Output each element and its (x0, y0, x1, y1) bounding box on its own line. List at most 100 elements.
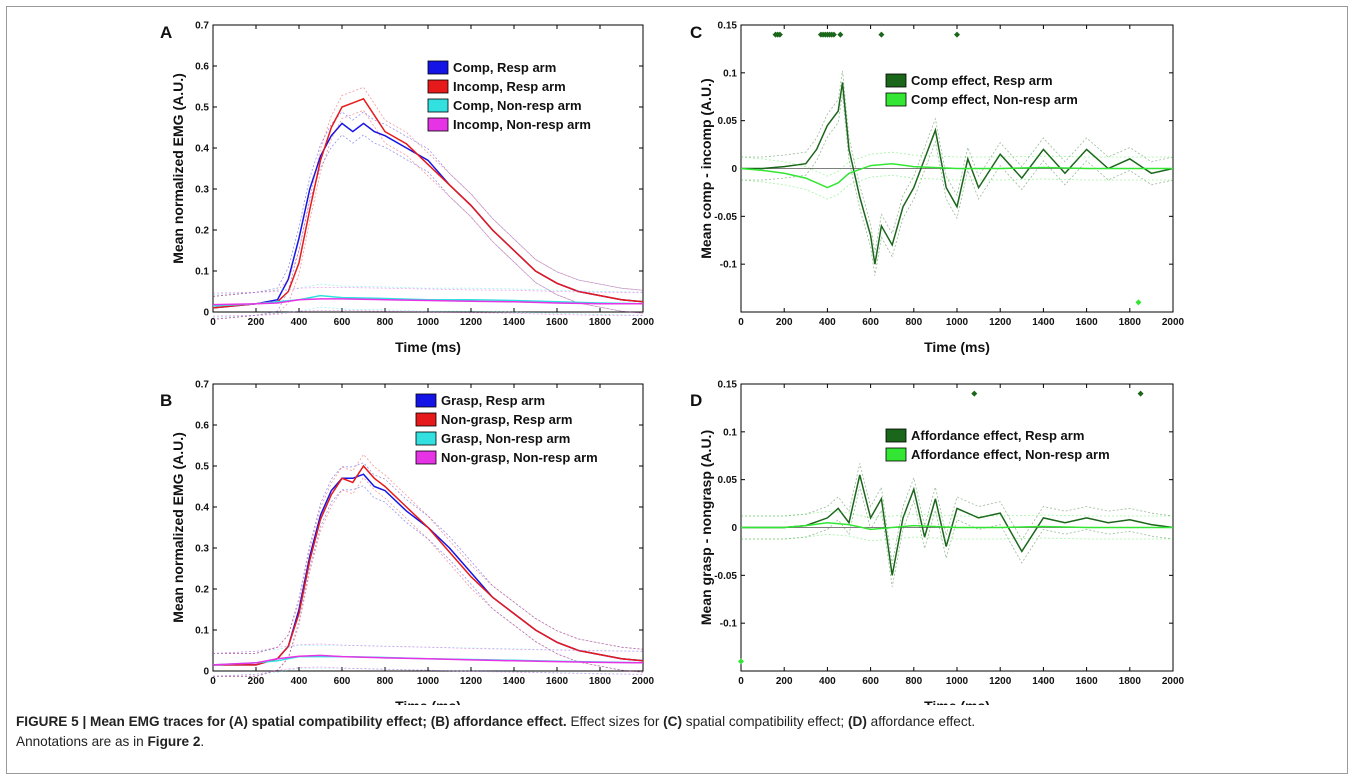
x-tick-label: 0 (738, 676, 744, 687)
x-tick-label: 1600 (1075, 317, 1098, 328)
y-tick-label: 0.4 (195, 503, 209, 514)
x-tick-label: 1400 (503, 676, 526, 687)
caption-d-text: affordance effect. (866, 714, 976, 729)
legend-label: Comp effect, Resp arm (911, 73, 1053, 88)
x-tick-label: 600 (862, 676, 879, 687)
y-tick-label: 0.2 (195, 226, 209, 237)
x-tick-label: 400 (291, 676, 308, 687)
series-line (741, 82, 1174, 265)
x-tick-label: 1200 (989, 317, 1012, 328)
x-tick-label: 1200 (460, 676, 483, 687)
y-tick-label: 0.15 (718, 380, 738, 391)
series-line (740, 162, 1173, 189)
significance-marker (878, 31, 885, 38)
y-axis-label: Mean comp - incomp (A.U.) (698, 78, 714, 258)
series-lower-bound (212, 666, 644, 677)
series-line (741, 521, 1173, 531)
x-tick-label: 1200 (989, 676, 1012, 687)
x-tick-label: 1000 (417, 676, 440, 687)
x-tick-label: 1800 (1119, 676, 1142, 687)
legend-label: Incomp, Non-resp arm (453, 117, 591, 132)
y-tick-label: 0.1 (195, 267, 209, 278)
figure-canvas: A0 200 400 600 800 1000 1200 1400 1600 1800 200000… (160, 21, 1185, 706)
legend-swatch (885, 447, 907, 462)
panel-label: B (160, 391, 172, 410)
series-upper-bound (213, 453, 644, 654)
series-upper-bound (741, 70, 1174, 253)
series-lower-bound (212, 306, 644, 318)
series-lower-bound (741, 533, 1173, 542)
series-lower-bound (213, 476, 644, 677)
significance-marker (830, 31, 837, 38)
legend-swatch (415, 450, 437, 465)
x-tick-label: 800 (905, 317, 922, 328)
series-upper-bound (212, 286, 643, 294)
legend-swatch (415, 431, 437, 446)
x-tick-label: 1600 (546, 317, 569, 328)
y-tick-label: 0.1 (723, 68, 737, 79)
x-tick-label: 1800 (1119, 317, 1142, 328)
caption-d-tag: (D) (848, 714, 867, 729)
significance-marker (1135, 299, 1142, 306)
caption-annotations-prefix: Annotations are as in (16, 734, 148, 749)
x-tick-label: 800 (377, 676, 394, 687)
y-tick-label: 0.7 (195, 380, 209, 391)
legend-label: Incomp, Resp arm (453, 79, 566, 94)
series-upper-bound (213, 462, 644, 654)
caption-effect-intro: Effect sizes for (566, 714, 664, 729)
x-tick-label: 600 (334, 676, 351, 687)
y-tick-label: 0.3 (195, 185, 209, 196)
caption-figure-ref: Figure 2 (147, 734, 201, 749)
y-axis-label: Mean grasp - nongrasp (A.U.) (698, 430, 714, 625)
legend-swatch (885, 73, 907, 88)
y-tick-label: 0 (203, 667, 209, 678)
series-upper-bound (212, 283, 644, 295)
x-tick-label: 800 (377, 317, 394, 328)
y-tick-label: 0 (203, 308, 209, 319)
x-axis-label: Time (ms) (924, 339, 990, 355)
series-lower-bound (212, 309, 643, 317)
y-tick-label: 0.6 (195, 421, 209, 432)
x-axis-label: Time (ms) (924, 698, 990, 705)
legend-label: Non-grasp, Non-resp arm (441, 450, 598, 465)
series-upper-bound (740, 151, 1173, 177)
legend-label: Grasp, Non-resp arm (441, 431, 570, 446)
x-tick-label: 200 (248, 676, 265, 687)
x-tick-label: 600 (862, 317, 879, 328)
legend-label: Comp, Non-resp arm (453, 98, 582, 113)
y-tick-label: -0.05 (714, 212, 737, 223)
x-tick-label: 1000 (946, 317, 969, 328)
x-tick-label: 400 (819, 317, 836, 328)
legend-swatch (427, 98, 449, 113)
y-axis-label: Mean normalized EMG (A.U.) (170, 432, 186, 623)
x-axis-label: Time (ms) (395, 339, 461, 355)
series-upper-bound (212, 86, 644, 297)
series-line (212, 294, 644, 307)
chart-panel-a: A 0 200 400 600 800 1000 1200 1400 1600 1800 2000 0 0… (160, 21, 655, 356)
legend-swatch (427, 79, 449, 94)
significance-marker (971, 390, 978, 397)
x-tick-label: 400 (819, 676, 836, 687)
x-tick-label: 0 (738, 317, 744, 328)
series-upper-bound (741, 463, 1174, 564)
legend-label: Affordance effect, Non-resp arm (911, 447, 1110, 462)
y-tick-label: 0.15 (718, 21, 738, 32)
y-axis-label: Mean normalized EMG (A.U.) (170, 73, 186, 264)
x-tick-label: 2000 (1162, 317, 1185, 328)
legend-swatch (885, 428, 907, 443)
series-line (741, 474, 1174, 576)
significance-marker (1137, 390, 1144, 397)
significance-marker (837, 31, 844, 38)
x-tick-label: 1600 (1075, 676, 1098, 687)
x-tick-label: 1000 (417, 317, 440, 328)
chart-panel-c: C 0 200 400 600 800 1000 1200 1400 1600 1800 2000 -0… (690, 21, 1185, 356)
x-tick-label: 400 (291, 317, 308, 328)
series-line (213, 464, 644, 666)
series-lower-bound (213, 485, 644, 677)
y-tick-label: 0.5 (195, 462, 209, 473)
x-axis-label: Time (ms) (395, 698, 461, 705)
series-line (212, 298, 643, 306)
chart-panel-d: D 0 200 400 600 800 1000 1200 1400 1600 1800 2000 -0… (690, 380, 1185, 706)
y-tick-label: -0.1 (720, 260, 738, 271)
series-line (212, 97, 644, 309)
